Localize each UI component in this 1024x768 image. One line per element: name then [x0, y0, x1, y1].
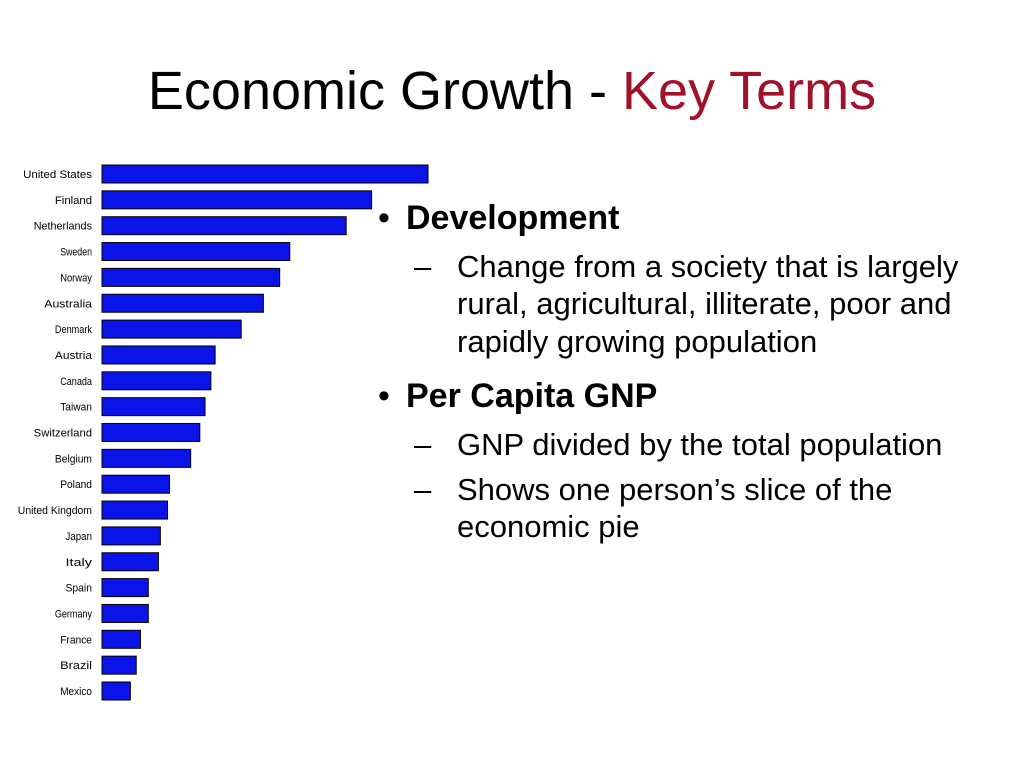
term-point: – Shows one person’s slice of the econom…: [414, 471, 1017, 545]
term-heading-row: • Development: [362, 196, 1017, 240]
bar-france: [101, 629, 141, 649]
bar-austria: [101, 345, 216, 365]
bar-taiwan: [101, 397, 206, 417]
bar-sweden: [101, 242, 291, 262]
bullet-icon: •: [378, 199, 390, 237]
bar-chart: United States Finland Netherlands Sweden Nor…: [18, 164, 429, 701]
category-label: Switzerland: [34, 428, 92, 440]
term-heading: Development: [406, 199, 620, 237]
key-terms-list: • Development – Change from a society th…: [362, 196, 1017, 560]
category-label: Japan: [66, 531, 93, 543]
title-accent: Key Terms: [622, 61, 877, 121]
category-label: Germany: [55, 608, 92, 620]
category-label: France: [60, 634, 92, 646]
category-label: United States: [23, 169, 92, 181]
category-label: Belgium: [55, 453, 92, 465]
dash-icon: –: [414, 426, 432, 462]
category-label: Austria: [55, 350, 93, 362]
bar-united-kingdom: [101, 500, 169, 520]
dash-icon: –: [414, 249, 432, 285]
bar-australia: [101, 293, 264, 313]
category-label: Sweden: [60, 247, 92, 259]
bar-norway: [101, 267, 281, 287]
term-heading: Per Capita GNP: [406, 376, 658, 415]
term-point-text: Shows one person’s slice of the economic…: [457, 472, 893, 545]
category-label: Norway: [60, 272, 92, 284]
bar-switzerland: [101, 423, 201, 442]
term-point: – GNP divided by the total population: [414, 426, 1017, 463]
bar-spain: [101, 578, 149, 598]
bar-germany: [101, 603, 149, 623]
category-label: Netherlands: [34, 221, 93, 233]
bar-poland: [101, 474, 170, 494]
bar-mexico: [101, 681, 131, 701]
category-label: Poland: [60, 479, 92, 491]
dash-icon: –: [414, 472, 432, 508]
bar-finland: [101, 190, 373, 210]
category-label: Italy: [66, 557, 93, 569]
category-label: Brazil: [60, 660, 92, 672]
category-label: United Kingdom: [18, 505, 92, 517]
bar-netherlands: [101, 216, 347, 236]
bar-brazil: [101, 655, 137, 675]
category-label: Denmark: [55, 324, 93, 336]
category-label: Canada: [60, 376, 93, 388]
bullet-icon: •: [378, 376, 390, 415]
bar-united-states: [101, 164, 429, 184]
title-main: Economic Growth -: [147, 61, 623, 121]
category-label: Mexico: [60, 686, 92, 698]
term-heading-row: • Per Capita GNP: [362, 374, 1017, 418]
term-per-capita-gnp: • Per Capita GNP – GNP divided by the to…: [362, 374, 1017, 546]
term-point-text: GNP divided by the total population: [457, 426, 943, 462]
bar-denmark: [101, 319, 242, 339]
category-label: Australia: [44, 298, 93, 310]
category-label: Spain: [66, 583, 93, 595]
term-point-text: Change from a society that is largely ru…: [457, 249, 959, 359]
bar-italy: [101, 552, 159, 572]
category-label: Finland: [55, 195, 92, 207]
slide-title: Economic Growth - Key Terms: [0, 61, 1024, 121]
term-development: • Development – Change from a society th…: [362, 196, 1017, 360]
bar-japan: [101, 526, 161, 546]
term-point: – Change from a society that is largely …: [414, 248, 1017, 360]
category-label: Taiwan: [60, 402, 92, 414]
bar-canada: [101, 371, 212, 391]
bar-belgium: [101, 448, 192, 468]
